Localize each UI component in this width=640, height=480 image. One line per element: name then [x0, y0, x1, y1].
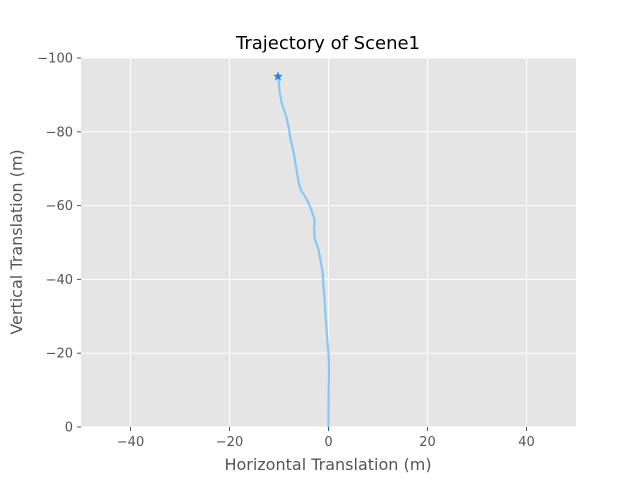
x-tick-label: −20: [216, 435, 243, 450]
y-axis-ticks: 0 −20 −40 −60 −80 −100: [37, 52, 81, 436]
y-tick-label: −60: [46, 199, 73, 214]
x-axis-ticks: −40 −20 0 20 40: [117, 427, 535, 450]
y-tick-label: −100: [37, 52, 73, 67]
y-tick-label: −20: [46, 347, 73, 362]
x-tick-label: 0: [324, 435, 332, 450]
trajectory-line-0: [276, 75, 331, 429]
x-tick-label: −40: [117, 435, 144, 450]
y-axis-label: Vertical Translation (m): [7, 149, 26, 334]
x-tick-label: 20: [419, 435, 436, 450]
x-axis-label: Horizontal Translation (m): [224, 455, 431, 474]
y-tick-label: 0: [65, 421, 73, 436]
y-tick-label: −40: [46, 273, 73, 288]
chart-title: Trajectory of Scene1: [235, 33, 420, 54]
end-star-marker: [273, 71, 283, 81]
grid-lines: [81, 57, 576, 428]
data-layer: [273, 71, 331, 429]
y-tick-label: −80: [46, 125, 73, 140]
x-tick-label: 40: [518, 435, 535, 450]
